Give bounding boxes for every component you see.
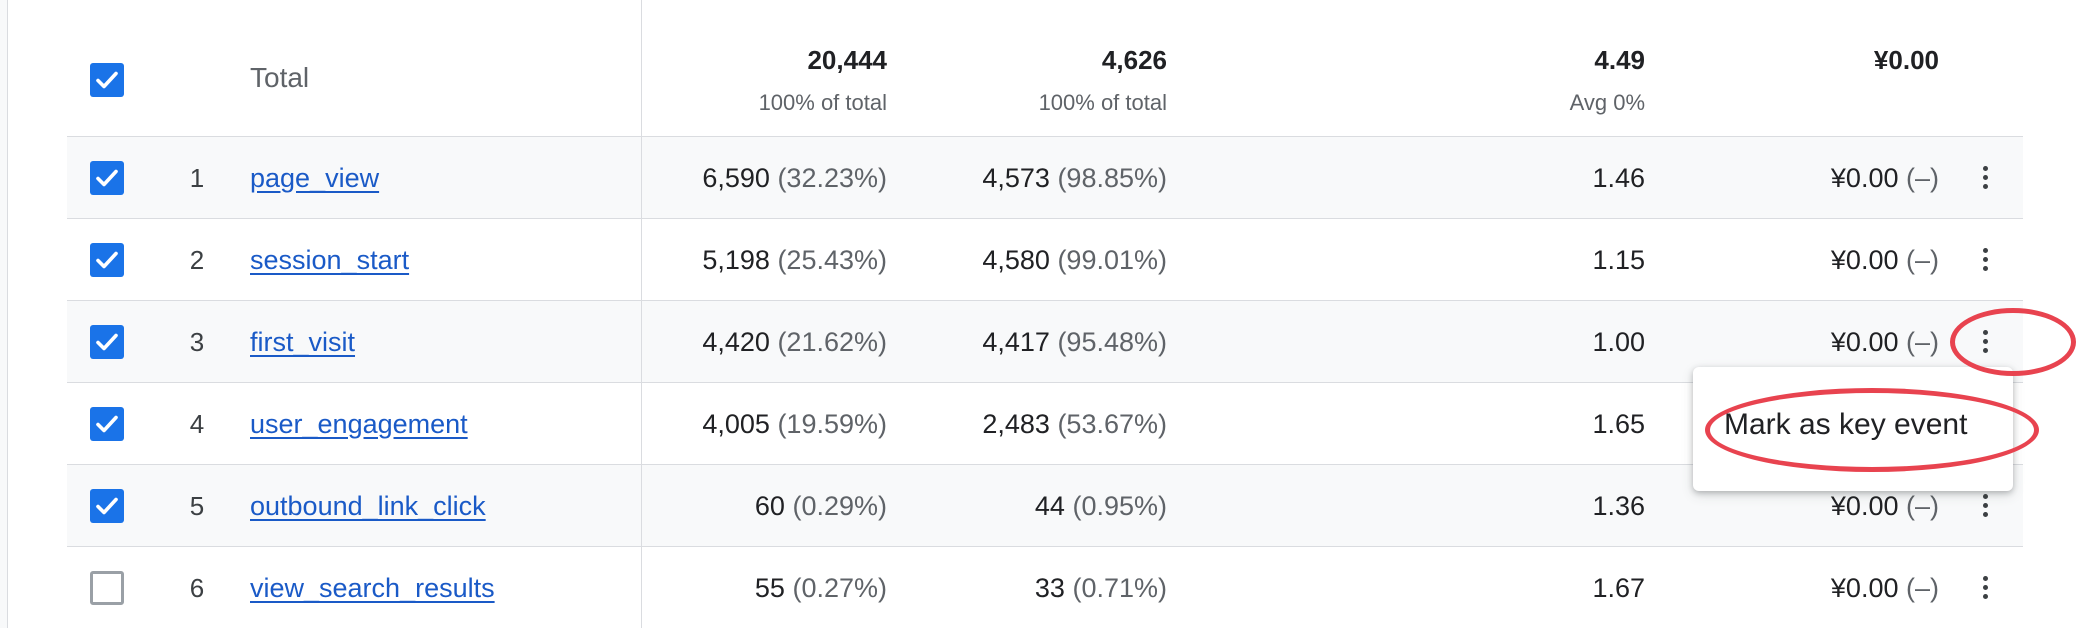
row-context-menu: Mark as key event (1693, 367, 2013, 491)
row-checkbox[interactable] (90, 161, 124, 195)
column-divider (641, 0, 642, 628)
event-count-cell: 4,005 (19.59%) (702, 409, 887, 439)
row-rank: 6 (189, 573, 205, 603)
event-count-cell: 55 (0.27%) (754, 573, 887, 603)
total-users-cell: 4,580 (99.01%) (982, 245, 1167, 275)
checkmark-icon (96, 251, 118, 269)
event-name-link[interactable]: first_visit (250, 327, 356, 357)
row-rank: 3 (189, 327, 205, 357)
events-per-user-cell: 1.67 (1592, 573, 1645, 603)
row-checkbox[interactable] (90, 489, 124, 523)
checkmark-icon (96, 169, 118, 187)
table-row: 2 session_start 5,198 (25.43%) 4,580 (99… (67, 219, 2023, 301)
row-checkbox[interactable] (90, 325, 124, 359)
checkmark-icon (96, 71, 118, 89)
revenue-cell: ¥0.00 (–) (1830, 327, 1939, 357)
mark-as-key-event-menu-item[interactable]: Mark as key event (1724, 408, 1968, 441)
total-events-per-user-sub: Avg 0% (1569, 90, 1645, 115)
total-users-cell: 2,483 (53.67%) (982, 409, 1167, 439)
more-vert-icon[interactable] (1980, 328, 1990, 356)
revenue-cell: ¥0.00 (–) (1830, 573, 1939, 603)
checkmark-icon (96, 415, 118, 433)
event-count-cell: 4,420 (21.62%) (702, 327, 887, 357)
event-name-link[interactable]: page_view (250, 163, 380, 193)
event-name-link[interactable]: session_start (250, 245, 410, 275)
checkmark-icon (96, 497, 118, 515)
total-events-per-user: 4.49 (1594, 45, 1645, 75)
event-name-link[interactable]: view_search_results (250, 573, 495, 603)
more-vert-icon[interactable] (1980, 574, 1990, 602)
row-rank: 2 (189, 245, 205, 275)
total-event-count-sub: 100% of total (758, 90, 887, 115)
total-label: Total (250, 62, 310, 93)
table-row: 3 first_visit 4,420 (21.62%) 4,417 (95.4… (67, 301, 2023, 383)
events-table: Total 20,444 100% of total 4,626 100% of… (67, 0, 2023, 629)
event-count-cell: 60 (0.29%) (754, 491, 887, 521)
row-checkbox[interactable] (90, 407, 124, 441)
event-count-cell: 6,590 (32.23%) (702, 163, 887, 193)
table-row: 6 view_search_results 55 (0.27%) 33 (0.7… (67, 547, 2023, 629)
total-users-cell: 4,417 (95.48%) (982, 327, 1167, 357)
left-panel-edge (0, 0, 8, 628)
total-users-sub: 100% of total (1038, 90, 1167, 115)
revenue-cell: ¥0.00 (–) (1830, 245, 1939, 275)
row-checkbox[interactable] (90, 243, 124, 277)
row-rank: 1 (189, 163, 205, 193)
total-users-cell: 4,573 (98.85%) (982, 163, 1167, 193)
event-name-link[interactable]: outbound_link_click (250, 491, 486, 521)
total-users-cell: 44 (0.95%) (1034, 491, 1167, 521)
events-per-user-cell: 1.15 (1592, 245, 1645, 275)
table-row: 1 page_view 6,590 (32.23%) 4,573 (98.85%… (67, 137, 2023, 219)
select-all-checkbox[interactable] (90, 63, 124, 97)
more-vert-icon[interactable] (1980, 164, 1990, 192)
event-name-link[interactable]: user_engagement (250, 409, 468, 439)
row-rank: 4 (189, 409, 205, 439)
events-per-user-cell: 1.65 (1592, 409, 1645, 439)
total-row: Total 20,444 100% of total 4,626 100% of… (67, 0, 2023, 137)
events-per-user-cell: 1.46 (1592, 163, 1645, 193)
revenue-cell: ¥0.00 (–) (1830, 491, 1939, 521)
total-users-cell: 33 (0.71%) (1034, 573, 1167, 603)
total-users-count: 4,626 (1101, 45, 1167, 75)
more-vert-icon[interactable] (1980, 492, 1990, 520)
revenue-cell: ¥0.00 (–) (1830, 163, 1939, 193)
checkmark-icon (96, 333, 118, 351)
total-event-count: 20,444 (807, 45, 887, 75)
events-per-user-cell: 1.00 (1592, 327, 1645, 357)
total-revenue: ¥0.00 (1873, 45, 1939, 75)
row-checkbox[interactable] (90, 571, 124, 605)
events-per-user-cell: 1.36 (1592, 491, 1645, 521)
row-rank: 5 (189, 491, 205, 521)
event-count-cell: 5,198 (25.43%) (702, 245, 887, 275)
more-vert-icon[interactable] (1980, 246, 1990, 274)
